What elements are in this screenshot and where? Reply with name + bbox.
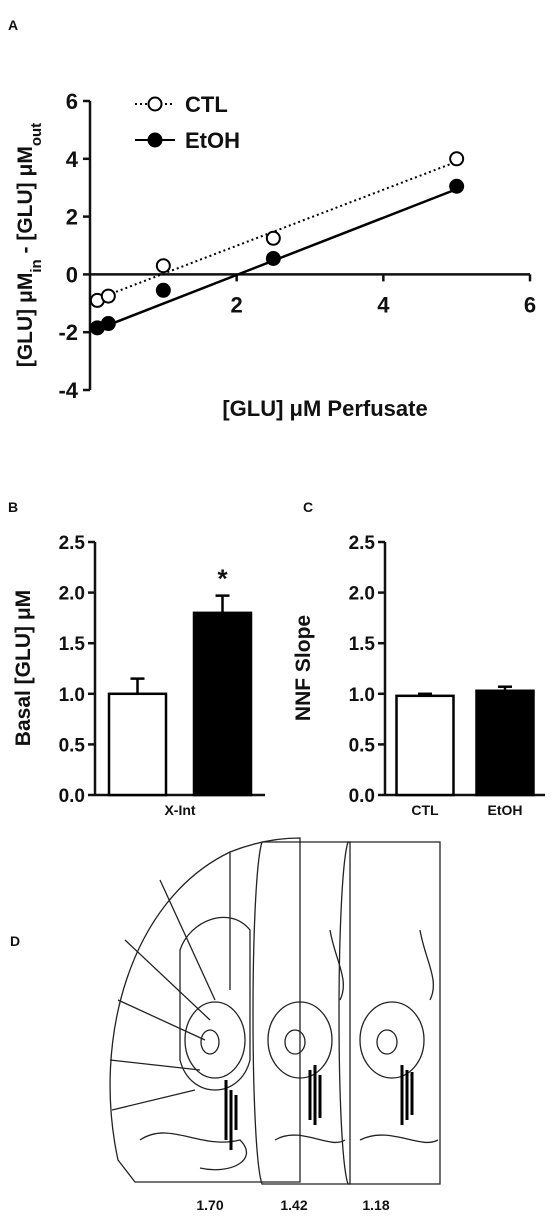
section-outline: [109, 837, 301, 1183]
y-axis-label-part: in: [28, 259, 45, 272]
section-label: 1.42: [280, 1197, 307, 1213]
x-tick-label: 4: [377, 292, 390, 317]
y-axis-label: [GLU] μMin - [GLU] μMout: [14, 123, 45, 367]
y-tick-label: 2.5: [59, 533, 86, 554]
section-label: 1.70: [196, 1197, 223, 1213]
y-axis-label: NNF Slope: [292, 615, 315, 721]
x-tick-label: EtOH: [488, 802, 523, 818]
brain-sections: D 1.70 1.42 1.18: [10, 837, 441, 1213]
section-label: 1.18: [362, 1197, 389, 1213]
x-tick-label: X-Int: [164, 802, 195, 818]
y-axis-label-part: - [GLU] μM: [14, 146, 37, 259]
x-tick-label: 2: [231, 292, 243, 317]
point: [265, 230, 281, 246]
y-tick-label: 0.5: [59, 735, 86, 756]
y-tick-label: 4: [66, 147, 79, 172]
legend-marker: [147, 96, 163, 112]
section-detail: [109, 852, 231, 1111]
probe-tracks: [224, 1065, 414, 1150]
point: [155, 258, 171, 274]
point: [449, 151, 465, 167]
panel-label: C: [303, 499, 313, 515]
fit-line: [96, 160, 458, 300]
y-tick-label: 2: [66, 205, 78, 230]
y-tick-label: 2.0: [59, 584, 85, 605]
x-tick-label: CTL: [411, 802, 439, 818]
panel-label: B: [8, 499, 18, 515]
annotation: *: [217, 564, 228, 594]
point: [100, 316, 116, 332]
x-tick-label: 6: [524, 292, 536, 317]
section-detail: [359, 1001, 425, 1079]
bar: [192, 611, 253, 797]
panel-label: D: [10, 933, 20, 949]
y-tick-label: 1.5: [59, 634, 86, 655]
point: [449, 178, 465, 194]
y-axis-label: Basal [GLU] μM: [12, 590, 35, 746]
y-tick-label: -4: [58, 378, 78, 403]
y-tick-label: 1.5: [349, 634, 376, 655]
y-tick-label: 1.0: [349, 685, 375, 706]
y-tick-label: 0.0: [349, 786, 375, 807]
legend-marker: [147, 132, 163, 148]
point: [100, 288, 116, 304]
y-tick-label: -2: [58, 320, 78, 345]
y-tick-label: 2.0: [349, 584, 375, 605]
x-axis-label: [GLU] μM Perfusate: [222, 396, 427, 421]
section-outline: [252, 841, 351, 1185]
bar: [475, 689, 535, 797]
y-tick-label: 6: [66, 89, 78, 114]
section-outline: [338, 841, 441, 1185]
point: [155, 282, 171, 298]
section-detail: [179, 916, 251, 1091]
legend-label: CTL: [185, 92, 228, 117]
y-tick-label: 0.0: [59, 786, 85, 807]
y-tick-label: 2.5: [349, 533, 376, 554]
y-tick-label: 1.0: [59, 685, 85, 706]
y-tick-label: 0: [66, 262, 78, 287]
section-detail: [284, 1029, 306, 1055]
section-detail: [200, 1029, 220, 1055]
section-detail: [139, 929, 439, 1171]
legend-label: EtOH: [185, 128, 240, 153]
section-detail: [376, 1029, 398, 1055]
y-axis-label-part: [GLU] μM: [14, 273, 37, 368]
bar: [395, 694, 455, 797]
y-tick-label: 0.5: [349, 735, 376, 756]
section-detail: [184, 1001, 246, 1079]
section-detail: [267, 1001, 333, 1079]
point: [265, 251, 281, 267]
y-axis-label-part: out: [28, 123, 45, 146]
bar: [107, 692, 168, 797]
panel-label: A: [8, 17, 18, 33]
